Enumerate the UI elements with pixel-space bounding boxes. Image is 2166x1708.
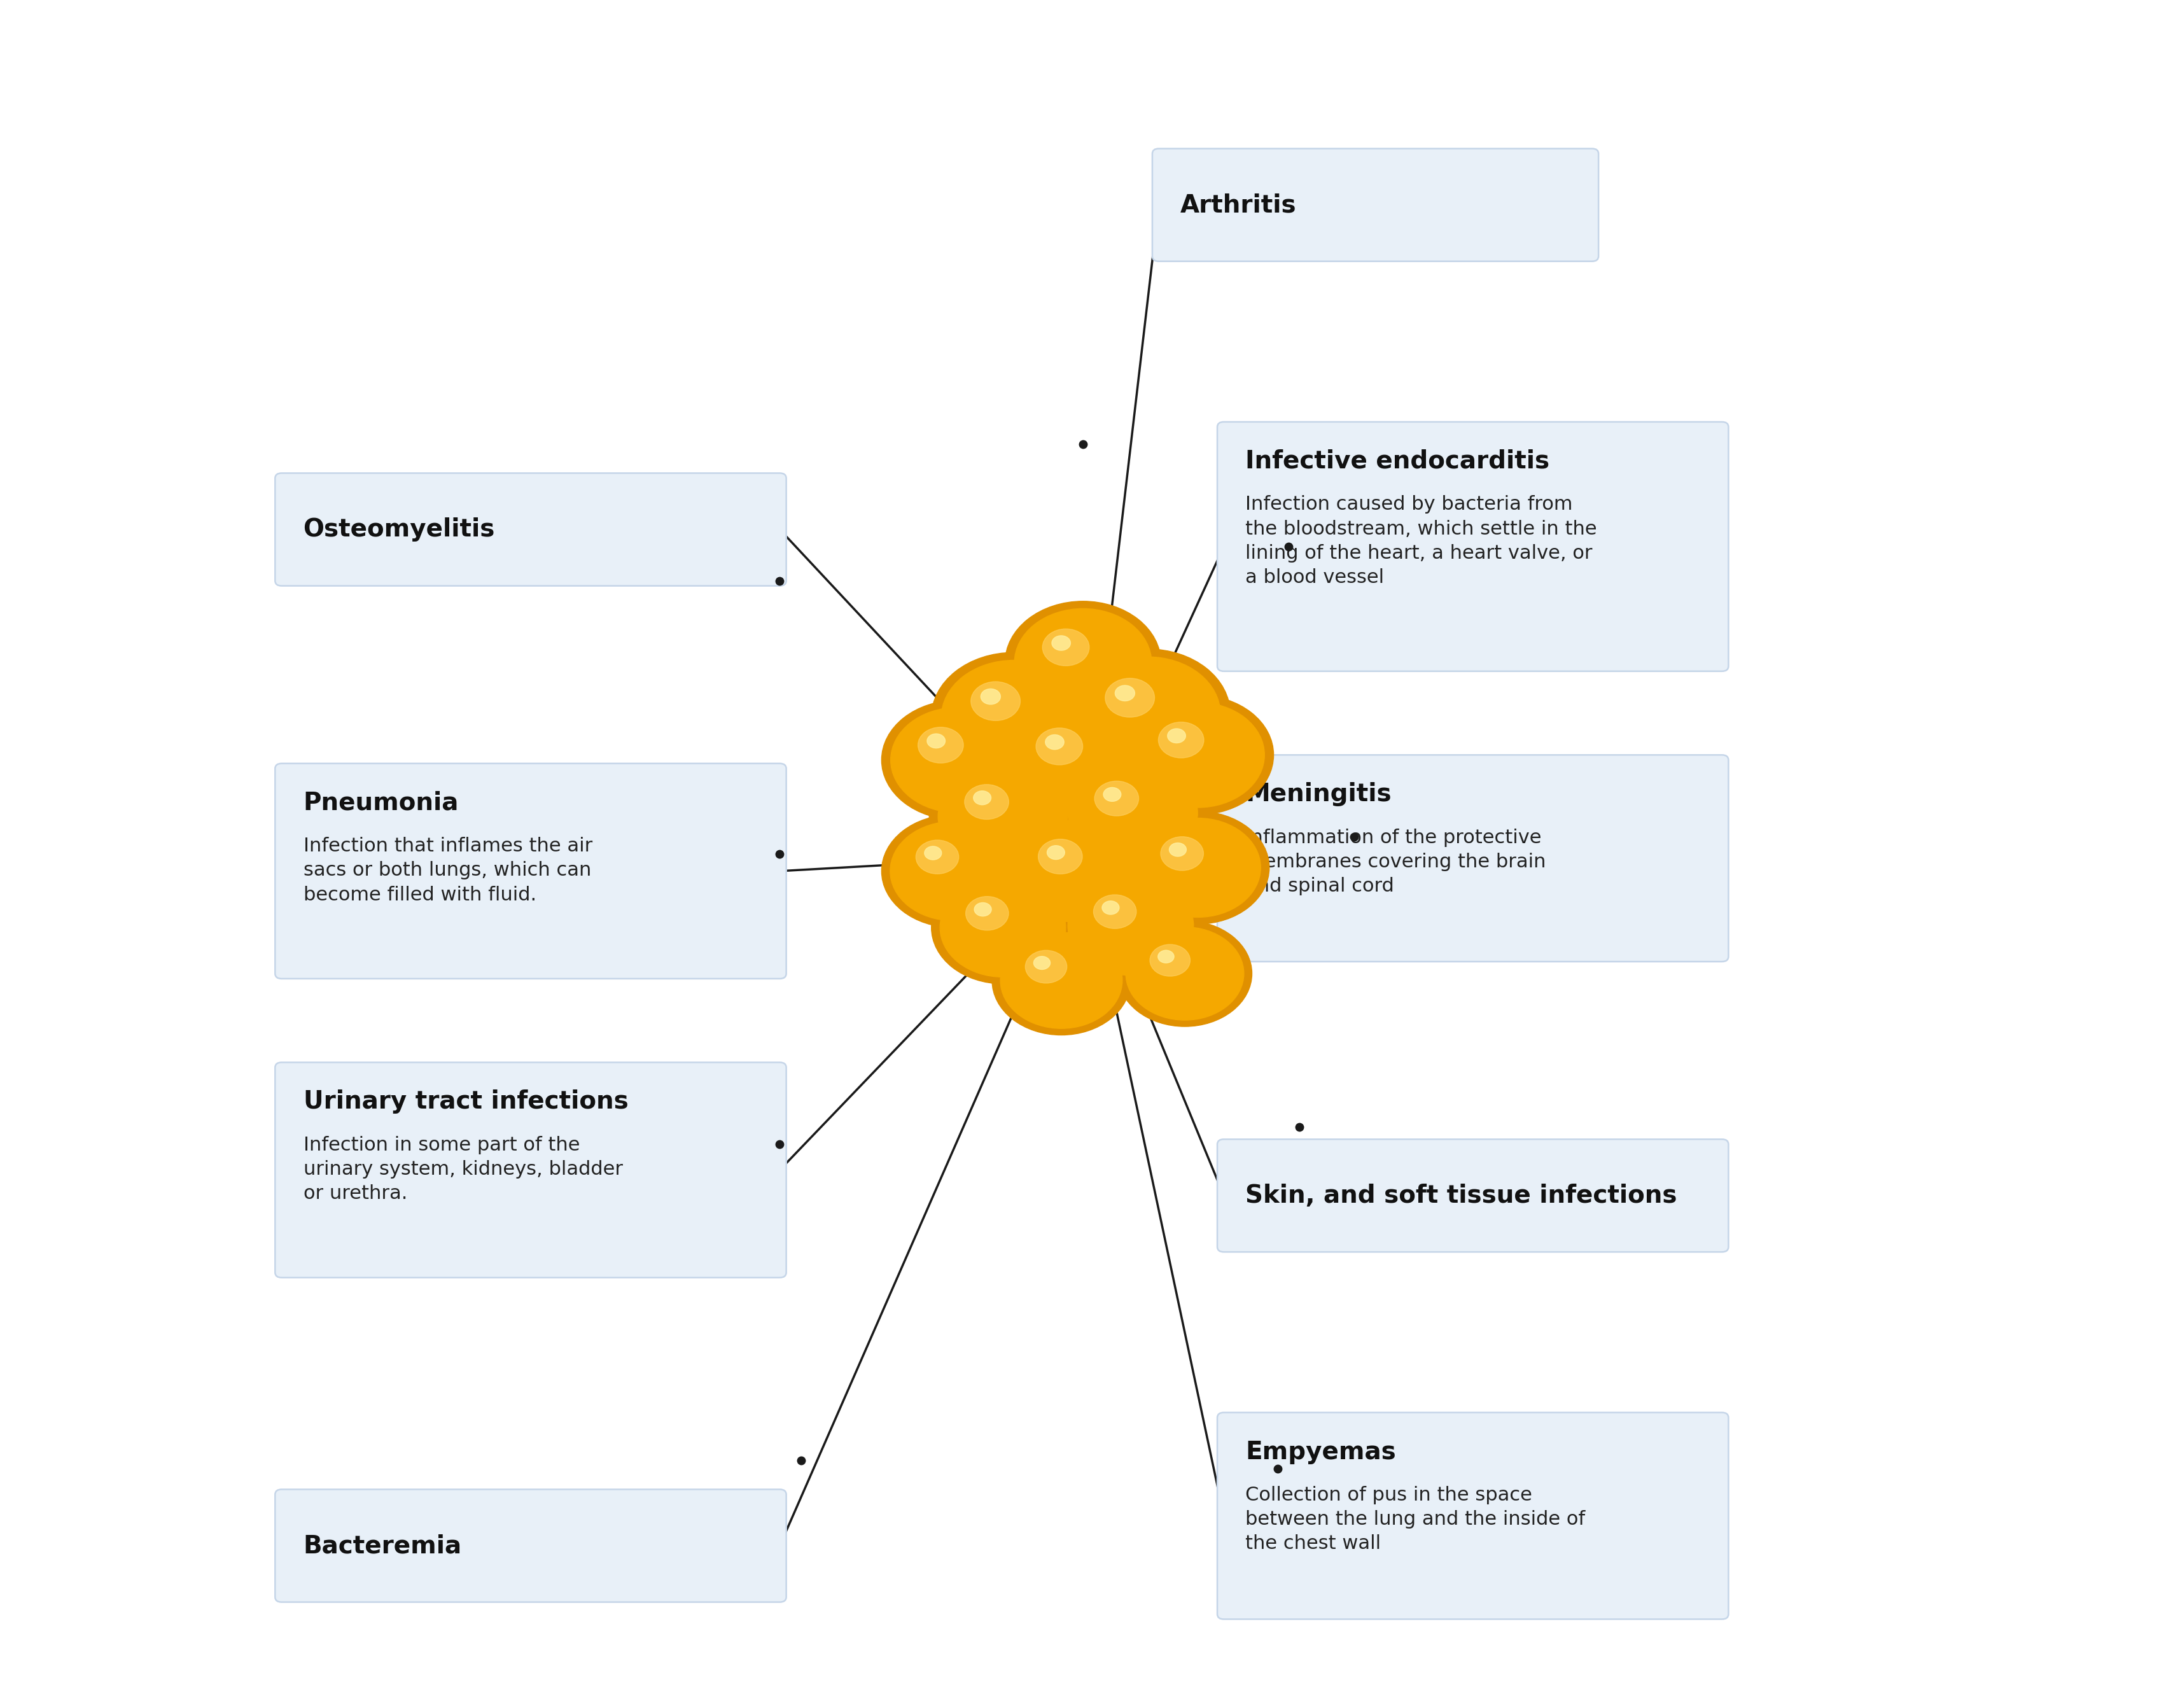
Circle shape (1059, 755, 1206, 871)
Circle shape (1131, 702, 1265, 808)
Text: Infection caused by bacteria from
the bloodstream, which settle in the
lining of: Infection caused by bacteria from the bl… (1245, 495, 1596, 588)
Circle shape (1094, 895, 1137, 929)
Circle shape (942, 661, 1085, 774)
Circle shape (1126, 811, 1269, 924)
Circle shape (1105, 678, 1154, 717)
Circle shape (999, 700, 1154, 823)
FancyBboxPatch shape (1152, 149, 1599, 261)
Circle shape (1066, 649, 1230, 779)
Text: Arthritis: Arthritis (1180, 193, 1297, 217)
FancyBboxPatch shape (1217, 422, 1728, 671)
Circle shape (1003, 813, 1150, 929)
Circle shape (966, 897, 1009, 931)
Circle shape (1161, 837, 1204, 871)
Circle shape (1122, 695, 1274, 815)
Circle shape (975, 902, 992, 915)
Circle shape (1159, 950, 1174, 963)
Circle shape (1012, 820, 1141, 922)
Circle shape (1035, 728, 1083, 765)
FancyBboxPatch shape (1217, 1139, 1728, 1252)
Text: Infective endocarditis: Infective endocarditis (1245, 449, 1549, 473)
Text: inflammation of the protective
membranes covering the brain
and spinal cord: inflammation of the protective membranes… (1245, 828, 1547, 895)
FancyBboxPatch shape (275, 473, 786, 586)
Circle shape (927, 734, 944, 748)
Circle shape (1159, 722, 1204, 758)
Text: Bacteremia: Bacteremia (303, 1534, 461, 1558)
Circle shape (929, 758, 1077, 874)
Circle shape (970, 681, 1020, 721)
FancyBboxPatch shape (275, 1062, 786, 1278)
Circle shape (940, 878, 1066, 977)
Circle shape (1126, 927, 1243, 1020)
Circle shape (1005, 601, 1161, 724)
Text: Infection in some part of the
urinary system, kidneys, bladder
or urethra.: Infection in some part of the urinary sy… (303, 1136, 622, 1202)
Circle shape (916, 840, 960, 874)
Circle shape (1102, 900, 1120, 914)
Circle shape (938, 765, 1068, 868)
Circle shape (1033, 956, 1051, 970)
Circle shape (981, 688, 1001, 704)
Circle shape (925, 845, 942, 859)
Text: Meningitis: Meningitis (1245, 782, 1391, 806)
Circle shape (882, 700, 1033, 820)
Circle shape (1094, 781, 1139, 816)
FancyBboxPatch shape (275, 763, 786, 979)
Circle shape (931, 871, 1074, 984)
Circle shape (1014, 608, 1152, 717)
Circle shape (1068, 762, 1198, 864)
Circle shape (1053, 635, 1070, 651)
FancyBboxPatch shape (1217, 755, 1728, 962)
Circle shape (1038, 839, 1083, 874)
Circle shape (1150, 945, 1189, 977)
Circle shape (882, 815, 1025, 927)
Text: Osteomyelitis: Osteomyelitis (303, 518, 496, 541)
Text: Collection of pus in the space
between the lung and the inside of
the chest wall: Collection of pus in the space between t… (1245, 1486, 1586, 1553)
Circle shape (1007, 707, 1146, 816)
Text: Empyemas: Empyemas (1245, 1440, 1397, 1464)
Circle shape (1059, 869, 1202, 982)
Circle shape (1001, 933, 1122, 1028)
Circle shape (1068, 876, 1193, 975)
Circle shape (973, 791, 992, 804)
Circle shape (1118, 921, 1252, 1027)
Circle shape (1025, 950, 1068, 984)
Circle shape (918, 728, 964, 763)
Circle shape (964, 784, 1009, 820)
Circle shape (1102, 787, 1122, 801)
Circle shape (1077, 658, 1219, 770)
Circle shape (992, 926, 1131, 1035)
Circle shape (1042, 629, 1089, 666)
Circle shape (1046, 734, 1064, 750)
Text: Urinary tract infections: Urinary tract infections (303, 1090, 628, 1114)
FancyBboxPatch shape (275, 1489, 786, 1602)
Text: Pneumonia: Pneumonia (303, 791, 459, 815)
Text: Infection that inflames the air
sacs or both lungs, which can
become filled with: Infection that inflames the air sacs or … (303, 837, 591, 904)
Circle shape (1115, 685, 1135, 700)
Circle shape (890, 707, 1025, 813)
Circle shape (1170, 842, 1187, 856)
Circle shape (1167, 729, 1185, 743)
Circle shape (1135, 818, 1261, 917)
Text: Skin, and soft tissue infections: Skin, and soft tissue infections (1245, 1184, 1676, 1208)
Circle shape (890, 822, 1016, 921)
Circle shape (931, 652, 1096, 782)
FancyBboxPatch shape (1217, 1413, 1728, 1619)
Circle shape (1046, 845, 1066, 859)
